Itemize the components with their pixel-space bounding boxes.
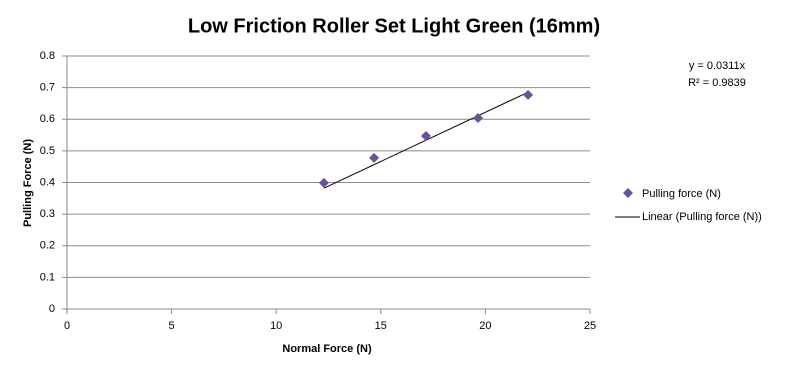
y-tick-label: 0.1: [40, 271, 55, 283]
y-tick-label: 0.8: [40, 50, 55, 62]
x-tick-label: 20: [479, 320, 491, 332]
trend-equation: y = 0.0311x: [689, 60, 746, 72]
y-tick-label: 0.5: [40, 145, 55, 157]
data-point: [369, 152, 380, 163]
data-point: [420, 131, 431, 142]
data-point: [473, 112, 484, 123]
y-tick-label: 0.2: [40, 240, 55, 252]
chart-title: Low Friction Roller Set Light Green (16m…: [188, 15, 600, 37]
x-tick-label: 0: [64, 320, 70, 332]
y-tick-label: 0.6: [40, 113, 55, 125]
y-tick-label: 0: [49, 303, 55, 315]
trend-r2: R² = 0.9839: [688, 77, 746, 89]
y-tick-label: 0.7: [40, 82, 55, 94]
x-tick-label: 15: [375, 320, 387, 332]
y-tick-label: 0.3: [40, 208, 55, 220]
legend-label: Pulling force (N): [642, 188, 721, 200]
x-tick-label: 5: [169, 320, 175, 332]
x-tick-label: 25: [584, 320, 596, 332]
x-axis-label: Normal Force (N): [282, 343, 372, 355]
x-tick-label: 10: [270, 320, 282, 332]
data-point: [523, 89, 534, 100]
legend-label: Linear (Pulling force (N)): [642, 211, 762, 223]
y-tick-label: 0.4: [40, 176, 55, 188]
legend-marker: [623, 188, 633, 198]
data-point: [318, 177, 329, 188]
y-axis-label: Pulling Force (N): [22, 139, 34, 227]
